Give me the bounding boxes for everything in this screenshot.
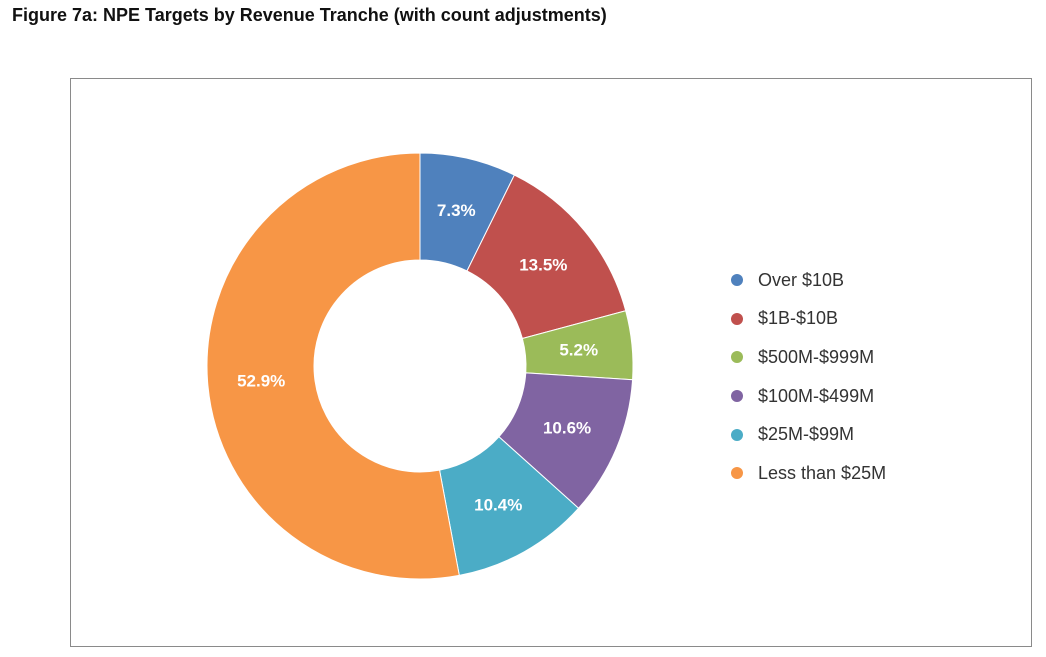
legend-label: $1B-$10B: [758, 308, 839, 329]
legend-swatch: [731, 351, 743, 364]
donut-slice-labels: 7.3% 13.5% 5.2% 10.6% 10.4% 52.9%: [237, 201, 598, 514]
legend-label: $100M-$499M: [758, 385, 875, 406]
legend-item-25m-99m: $25M-$99M: [731, 415, 886, 454]
legend-swatch: [731, 428, 743, 441]
donut-slices: [206, 152, 634, 580]
figure-title: Figure 7a: NPE Targets by Revenue Tranch…: [12, 5, 607, 25]
legend-item-100m-499m: $100M-$499M: [731, 377, 886, 416]
legend-label: Less than $25M: [758, 462, 887, 483]
legend-label: $500M-$999M: [758, 346, 875, 367]
legend-item-over-10b: Over $10B: [731, 261, 886, 300]
slice-label-25m-99m: 10.4%: [474, 496, 522, 515]
legend-item-500m-999m: $500M-$999M: [731, 338, 886, 377]
legend-label: $25M-$99M: [758, 424, 855, 445]
slice-label-over-10b: 7.3%: [437, 201, 476, 220]
slice-less-than-25m: [206, 152, 460, 580]
slice-label-less-than-25m: 52.9%: [237, 371, 285, 390]
slice-label-500m-999m: 5.2%: [559, 341, 598, 360]
legend-item-1b-10b: $1B-$10B: [731, 300, 886, 339]
legend-label: Over $10B: [758, 269, 845, 290]
legend-swatch: [731, 312, 743, 325]
chart-legend: Over $10B $1B-$10B $500M-$999M $100M-$499M $…: [731, 261, 886, 493]
legend-swatch: [731, 390, 743, 403]
legend-item-less-than-25m: Less than $25M: [731, 454, 886, 493]
legend-swatch: [731, 467, 743, 480]
chart-frame: 7.3% 13.5% 5.2% 10.6% 10.4% 52.9% Over $10B $1…: [70, 78, 1032, 647]
donut-chart: 7.3% 13.5% 5.2% 10.6% 10.4% 52.9%: [206, 152, 634, 580]
legend-swatch: [731, 274, 743, 287]
slice-label-100m-499m: 10.6%: [543, 418, 591, 437]
slice-label-1b-10b: 13.5%: [519, 255, 567, 274]
